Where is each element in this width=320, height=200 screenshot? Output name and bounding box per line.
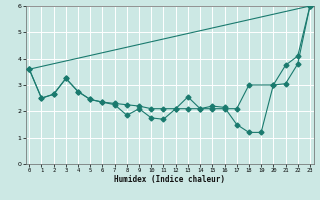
X-axis label: Humidex (Indice chaleur): Humidex (Indice chaleur) xyxy=(114,175,225,184)
